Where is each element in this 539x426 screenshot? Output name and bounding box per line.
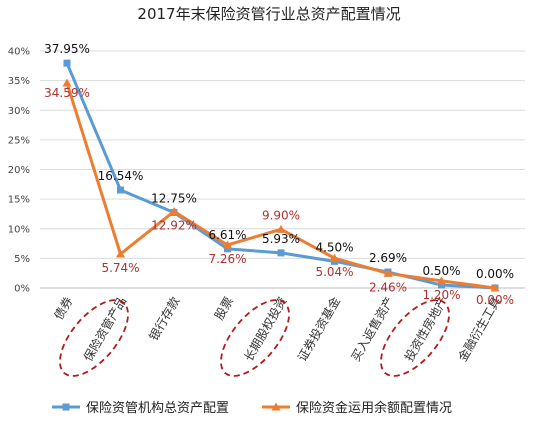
x-tick-label: 银行存款 [146, 295, 182, 344]
legend-marker [271, 402, 281, 411]
data-point [169, 206, 179, 215]
gridlines [40, 50, 525, 289]
x-axis: 债券 保险资管产品 银行存款 股票 长期股权投资 证券投资基金 买入返售资产 投资性房地产 金融… [51, 294, 504, 364]
legend-marker [62, 403, 70, 411]
legend-entry: 保险资管机构总资产配置 [86, 401, 229, 416]
data-label: 0.00% [476, 267, 514, 281]
data-label: 5.93% [262, 232, 300, 246]
highlight-ellipses [59, 299, 450, 377]
y-tick-label: 10% [8, 224, 30, 235]
data-point [63, 59, 71, 67]
data-point [437, 276, 446, 285]
data-label: 6.61% [208, 228, 246, 242]
x-tick-label: 股票 [212, 295, 236, 323]
data-label: 2.46% [369, 280, 407, 294]
data-point [277, 249, 285, 257]
data-label: 4.50% [315, 240, 353, 254]
chart-title: 2017年末保险资管行业总资产配置情况 [137, 5, 400, 23]
data-label: 5.04% [315, 265, 353, 279]
data-label: 0.50% [422, 264, 460, 278]
y-tick-label: 15% [8, 195, 30, 206]
data-label: 12.75% [151, 191, 197, 205]
highlight-ellipse [380, 299, 450, 377]
y-tick-label: 0% [14, 284, 30, 295]
data-point [62, 78, 72, 87]
x-tick-label: 买入返售资产 [348, 294, 397, 364]
data-label: 5.74% [101, 261, 139, 275]
data-point [383, 268, 393, 277]
y-tick-label: 40% [8, 47, 30, 58]
y-tick-label: 30% [8, 106, 30, 117]
x-tick-label: 保险资管产品 [80, 294, 129, 364]
data-label: 16.54% [98, 169, 144, 183]
highlight-ellipse [59, 299, 129, 377]
y-tick-label: 25% [8, 135, 30, 146]
data-label: 7.26% [208, 252, 246, 266]
legend: 保险资管机构总资产配置 保险资金运用余额配置情况 [52, 400, 452, 416]
data-label: 9.90% [262, 208, 300, 222]
x-tick-label: 证券投资基金 [294, 294, 343, 364]
series-group [62, 59, 500, 292]
y-tick-label: 35% [8, 76, 30, 87]
y-tick-label: 5% [14, 254, 30, 265]
data-point [223, 240, 232, 249]
x-tick-label: 债券 [51, 294, 76, 322]
data-point [490, 283, 500, 292]
data-point [224, 245, 231, 253]
x-tick-label: 长期股权投资 [241, 294, 290, 364]
data-point [276, 224, 286, 233]
data-labels: 37.95% 16.54% 12.75% 6.61% 5.93% 4.50% 2.69% 0.… [44, 42, 514, 307]
highlight-ellipse [220, 299, 290, 377]
series-line-2 [65, 82, 496, 290]
data-point [330, 253, 339, 262]
data-label: 34.59% [44, 86, 90, 100]
x-tick-label: 投资性房地产 [401, 294, 450, 364]
data-label: 1.20% [422, 288, 460, 302]
data-point [438, 281, 445, 289]
data-label: 12.92% [151, 218, 197, 232]
legend-entry: 保险资金运用余额配置情况 [296, 400, 452, 416]
data-label: 37.95% [44, 42, 90, 56]
data-point [117, 186, 124, 194]
data-label: 2.69% [369, 251, 407, 265]
data-label: 0.00% [476, 293, 514, 307]
data-point [116, 249, 125, 258]
y-tick-label: 20% [8, 165, 30, 176]
y-axis: 0% 5% 10% 15% 20% 25% 30% 35% 40% [8, 47, 30, 295]
